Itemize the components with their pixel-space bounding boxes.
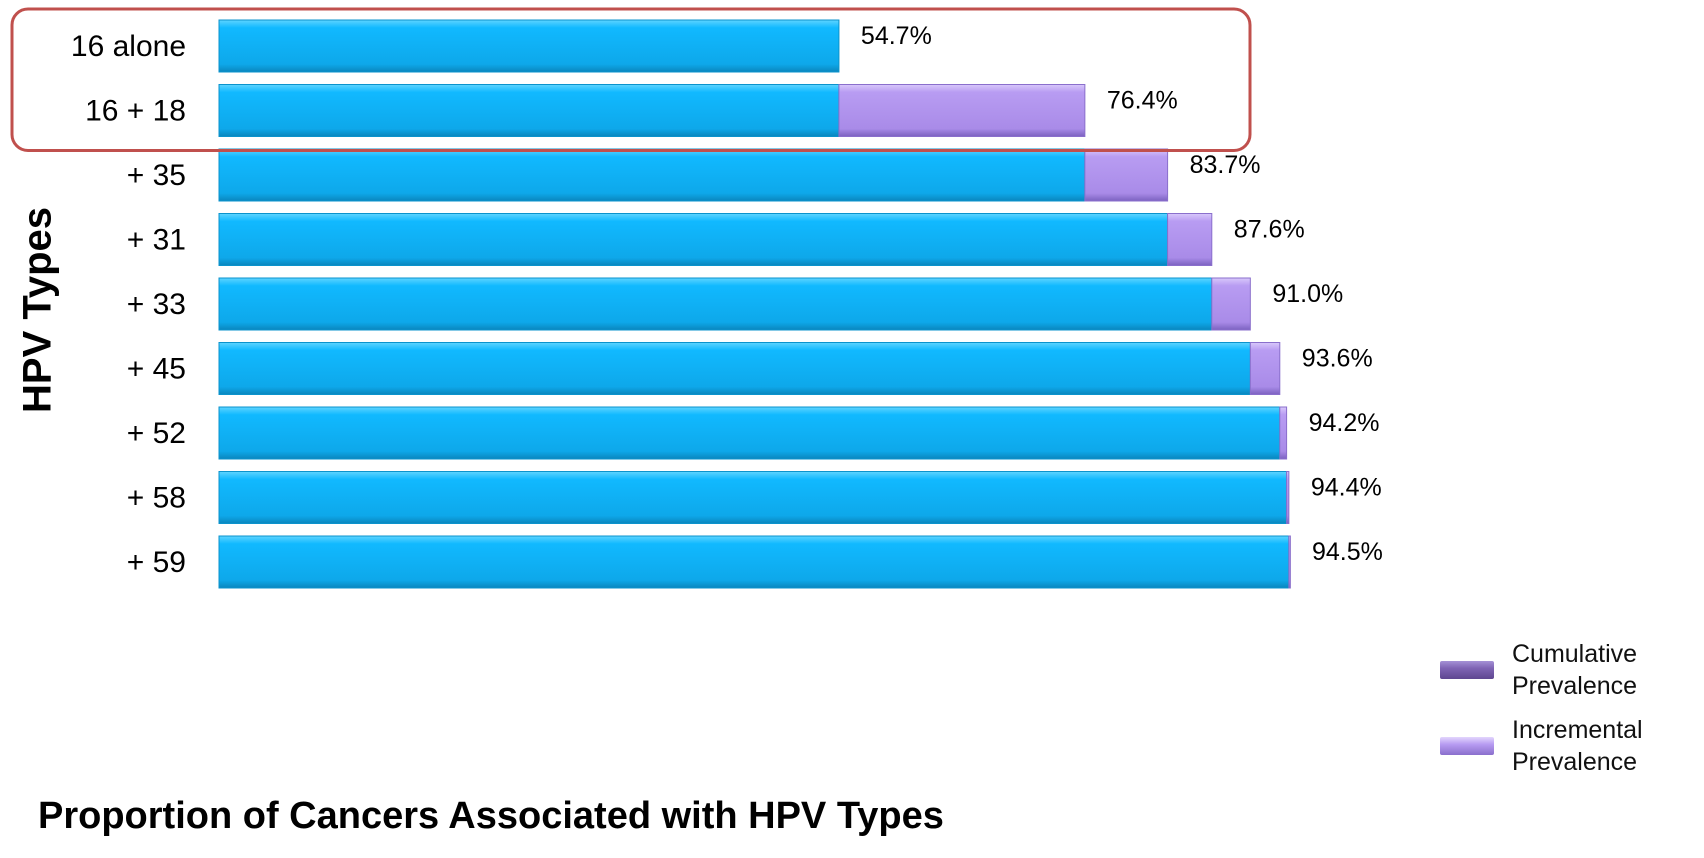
category-label: 16 alone [71,30,186,63]
bar-cumulative [218,535,1290,589]
data-label: 91.0% [1272,280,1343,308]
data-label: 94.5% [1312,538,1383,566]
legend-swatch-incremental [1440,737,1494,755]
category-label: + 58 [127,482,186,515]
bar-cumulative [218,277,1213,331]
category-label: + 33 [127,288,186,321]
chart-title: Proportion of Cancers Associated with HP… [38,795,944,837]
bar-cumulative [218,406,1281,460]
bar-cumulative [218,148,1086,202]
bar-cumulative [218,213,1169,266]
data-label: 87.6% [1234,216,1305,244]
data-label: 83.7% [1190,151,1261,179]
data-label: 54.7% [861,22,932,50]
bar-incremental [1279,406,1288,460]
bars-layer [218,19,1291,589]
bar-incremental [1167,213,1213,266]
legend-swatch-cumulative [1440,661,1494,679]
bar-cumulative [218,471,1288,524]
legend-label-cumulative: Cumulative Prevalence [1512,640,1638,700]
legend-item-cumulative: Cumulative Prevalence [1440,638,1690,702]
category-label: 16 + 18 [85,95,186,128]
category-label: + 31 [127,224,186,257]
highlight-box [10,7,1252,152]
legend-label-incremental: Incremental Prevalence [1512,716,1643,776]
y-axis-title: HPV Types [15,207,60,413]
data-label: 93.6% [1302,345,1373,373]
legend: Cumulative Prevalence Incremental Preval… [1440,638,1690,790]
labels-layer: 16 alone 54.7% 16 + 18 76.4% + 35 83.7% + 31 87… [71,22,1383,579]
bar-incremental [1288,535,1291,589]
bar-incremental [1211,277,1251,331]
bar-incremental [838,84,1086,137]
category-label: + 52 [127,417,186,450]
bar-cumulative [218,19,840,73]
bar-incremental [1286,471,1290,524]
bar-cumulative [218,84,840,137]
legend-item-incremental: Incremental Prevalence [1440,714,1690,778]
bar-incremental [1084,148,1169,202]
category-label: + 35 [127,159,186,192]
category-label: + 45 [127,353,186,386]
bar-incremental [1249,342,1281,395]
bar-cumulative [218,342,1251,395]
data-label: 94.2% [1309,409,1380,437]
data-label: 76.4% [1107,87,1178,115]
data-label: 94.4% [1311,474,1382,502]
category-label: + 59 [127,546,186,579]
